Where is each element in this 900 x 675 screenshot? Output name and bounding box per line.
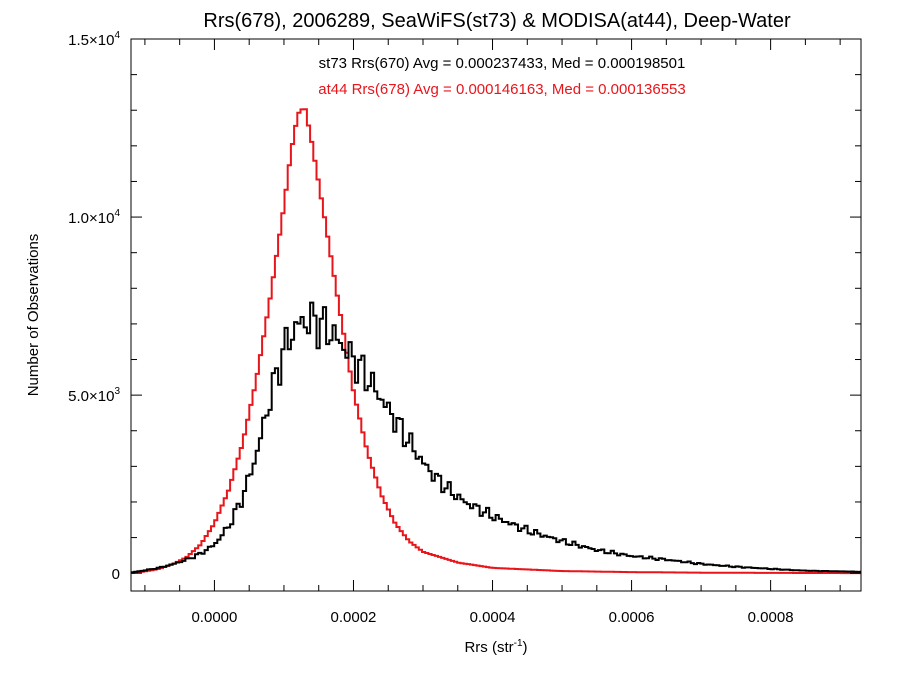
y-tick-label: 0	[112, 566, 120, 583]
x-axis-label: Rrs (str-1)	[464, 638, 527, 656]
x-tick-label: 0.0002	[331, 609, 377, 626]
y-tick-mantissa: 0	[112, 566, 120, 583]
y-tick-label: 5.0×103	[68, 386, 120, 405]
x-tick-label: 0.0004	[470, 609, 516, 626]
x-tick-label: 0.0006	[609, 609, 655, 626]
y-tick-label: 1.5×104	[68, 30, 120, 49]
series-line-st73	[131, 301, 862, 574]
y-tick-mantissa: 1.0×10	[68, 210, 114, 227]
y-tick-mantissa: 1.5×10	[68, 32, 114, 49]
chart-title: Rrs(678), 2006289, SeaWiFS(st73) & MODIS…	[203, 10, 791, 32]
x-tick-label: 0.0008	[748, 609, 794, 626]
y-tick-exponent: 3	[114, 386, 120, 397]
y-axis-label: Number of Observations	[25, 234, 42, 397]
axes-layer: 0.0000 0.0002 0.0004 0.0006 0.0008 0 5.0×103 1.…	[68, 30, 861, 626]
plot-frame	[130, 38, 862, 592]
y-tick-label: 1.0×104	[68, 208, 120, 227]
stats-line-st73: st73 Rrs(670) Avg = 0.000237433, Med = 0…	[319, 55, 686, 72]
y-tick-mantissa: 5.0×10	[68, 388, 114, 405]
series-layer	[131, 108, 862, 575]
x-axis-label-sup: -1	[514, 638, 523, 649]
series-line-at44	[131, 108, 861, 575]
x-axis-label-text: Rrs (str	[464, 639, 513, 656]
y-tick-exponent: 4	[114, 30, 120, 41]
x-tick-label: 0.0000	[191, 609, 237, 626]
stats-line-at44: at44 Rrs(678) Avg = 0.000146163, Med = 0…	[318, 81, 686, 98]
x-axis-label-close: )	[523, 639, 528, 656]
y-tick-exponent: 4	[114, 208, 120, 219]
